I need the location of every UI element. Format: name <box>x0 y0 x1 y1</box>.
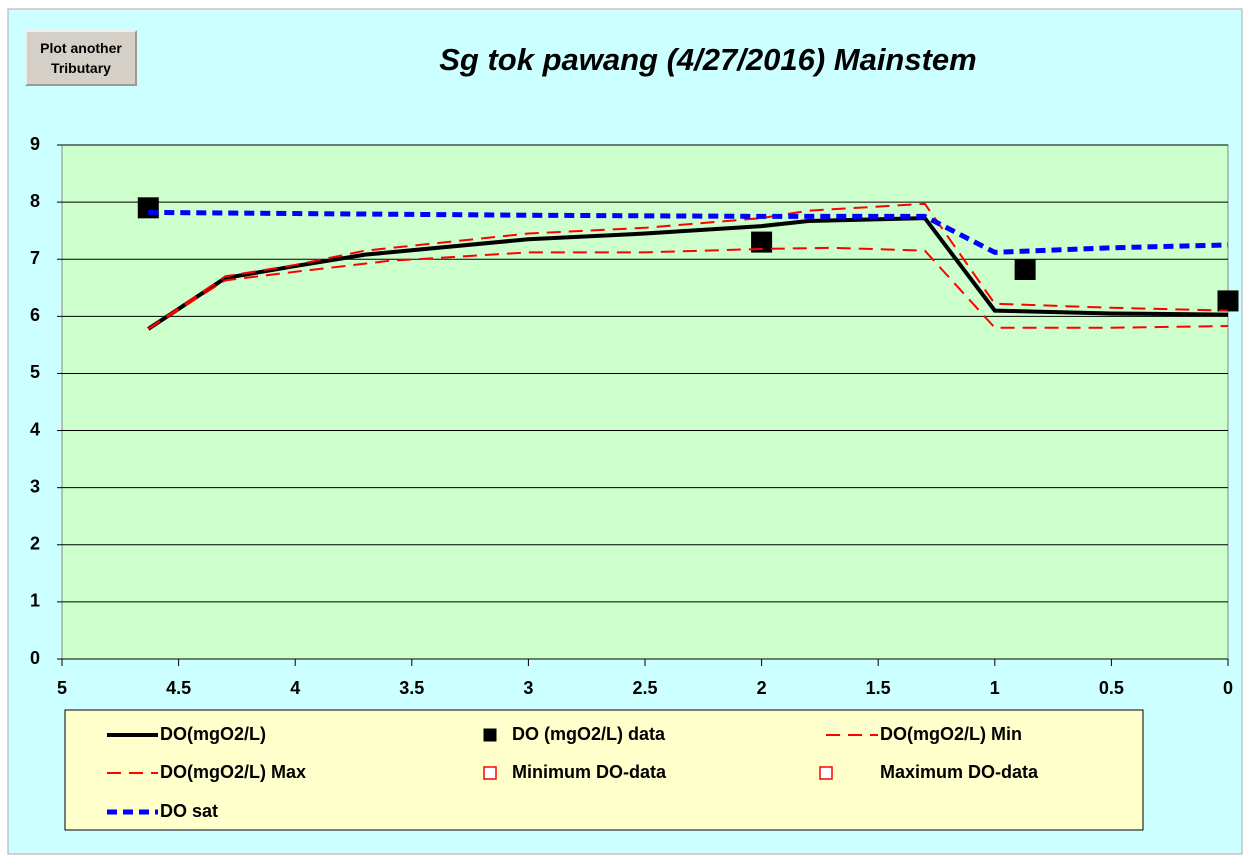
legend-label: DO(mgO2/L) Min <box>880 724 1022 744</box>
x-tick-label: 5 <box>57 678 67 698</box>
x-tick-label: 2 <box>757 678 767 698</box>
y-tick-label: 4 <box>30 419 40 439</box>
y-tick-label: 3 <box>30 476 40 496</box>
chart-title: Sg tok pawang (4/27/2016) Mainstem <box>439 42 977 77</box>
y-tick-label: 5 <box>30 362 40 382</box>
x-tick-label: 4.5 <box>166 678 191 698</box>
legend-marker <box>483 766 497 780</box>
y-tick-label: 0 <box>30 648 40 668</box>
legend-label: DO(mgO2/L) <box>160 724 266 744</box>
legend-marker <box>819 766 833 780</box>
series-line <box>147 216 1229 331</box>
y-tick-label: 9 <box>30 134 40 154</box>
legend-label: Minimum DO-data <box>512 762 667 782</box>
data-point <box>1217 290 1239 312</box>
x-tick-label: 0.5 <box>1099 678 1124 698</box>
y-tick-label: 6 <box>30 305 40 325</box>
x-tick-label: 0 <box>1223 678 1233 698</box>
legend-label: Maximum DO-data <box>880 762 1039 782</box>
series-line <box>147 202 1229 330</box>
button-label: Tributary <box>51 60 111 76</box>
legend-label: DO sat <box>160 801 218 821</box>
data-point <box>1014 259 1036 281</box>
series-line <box>147 246 1229 330</box>
y-tick-label: 1 <box>30 591 40 611</box>
y-tick-label: 7 <box>30 248 40 268</box>
x-tick-label: 1 <box>990 678 1000 698</box>
x-tick-label: 2.5 <box>632 678 657 698</box>
legend-label: DO (mgO2/L) data <box>512 724 666 744</box>
data-point <box>751 231 773 253</box>
x-tick-label: 1.5 <box>866 678 891 698</box>
y-tick-label: 8 <box>30 191 40 211</box>
plot-button[interactable]: Plot another Tributary <box>25 30 137 86</box>
series-line <box>148 209 1229 255</box>
plot-area <box>61 144 1229 660</box>
button-label: Plot another <box>40 40 122 56</box>
y-tick-label: 2 <box>30 534 40 554</box>
x-tick-label: 3.5 <box>399 678 424 698</box>
legend-label: DO(mgO2/L) Max <box>160 762 306 782</box>
legend-marker <box>483 728 497 742</box>
x-tick-label: 4 <box>290 678 300 698</box>
legend <box>64 709 1144 831</box>
x-tick-label: 3 <box>523 678 533 698</box>
